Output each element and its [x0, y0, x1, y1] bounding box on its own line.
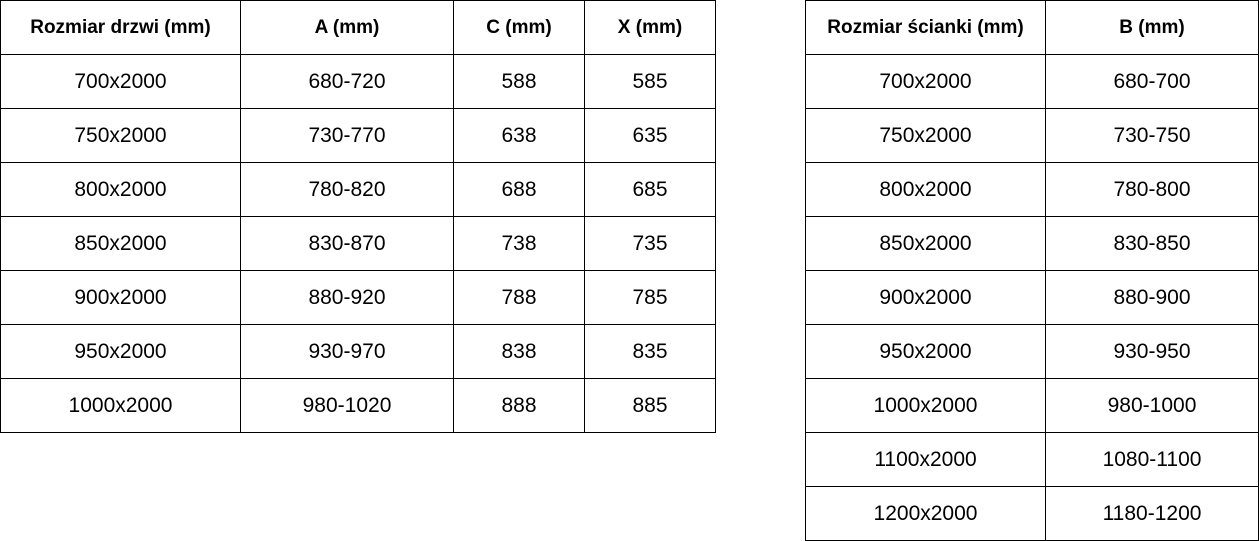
- table-cell: 838: [453, 324, 585, 379]
- table-row: 1000x2000 980-1020 888 885: [0, 378, 716, 433]
- table-cell: 800x2000: [805, 162, 1046, 217]
- table-row: 850x2000 830-870 738 735: [0, 216, 716, 271]
- table-row: 950x2000 930-950: [805, 324, 1259, 379]
- table-cell: 930-970: [240, 324, 454, 379]
- column-header: Rozmiar drzwi (mm): [0, 0, 241, 55]
- table-row: 1000x2000 980-1000: [805, 378, 1259, 433]
- table-cell: 930-950: [1045, 324, 1259, 379]
- table-cell: 830-850: [1045, 216, 1259, 271]
- table-row: 900x2000 880-920 788 785: [0, 270, 716, 325]
- table-cell: 950x2000: [805, 324, 1046, 379]
- table-cell: 900x2000: [0, 270, 241, 325]
- table-cell: 1100x2000: [805, 432, 1046, 487]
- table-cell: 685: [584, 162, 716, 217]
- table-cell: 980-1000: [1045, 378, 1259, 433]
- table-cell: 880-900: [1045, 270, 1259, 325]
- table-cell: 735: [584, 216, 716, 271]
- column-header: Rozmiar ścianki (mm): [805, 0, 1046, 55]
- table-cell: 750x2000: [805, 108, 1046, 163]
- table-cell: 900x2000: [805, 270, 1046, 325]
- table-row: 850x2000 830-850: [805, 216, 1259, 271]
- table-row: 1200x2000 1180-1200: [805, 486, 1259, 541]
- table-cell: 850x2000: [0, 216, 241, 271]
- table-cell: 788: [453, 270, 585, 325]
- column-header: C (mm): [453, 0, 585, 55]
- table-row: 700x2000 680-700: [805, 54, 1259, 109]
- table-row: 800x2000 780-820 688 685: [0, 162, 716, 217]
- column-header: A (mm): [240, 0, 454, 55]
- table-cell: 588: [453, 54, 585, 109]
- table-cell: 1080-1100: [1045, 432, 1259, 487]
- table-cell: 888: [453, 378, 585, 433]
- table-cell: 785: [584, 270, 716, 325]
- table-cell: 1000x2000: [805, 378, 1046, 433]
- table-cell: 688: [453, 162, 585, 217]
- table-row: 800x2000 780-800: [805, 162, 1259, 217]
- table-cell: 635: [584, 108, 716, 163]
- table-cell: 700x2000: [805, 54, 1046, 109]
- table-row: 950x2000 930-970 838 835: [0, 324, 716, 379]
- table-cell: 885: [584, 378, 716, 433]
- table-cell: 585: [584, 54, 716, 109]
- door-size-table: Rozmiar drzwi (mm) A (mm) C (mm) X (mm) 700x…: [0, 0, 716, 433]
- table-row: 750x2000 730-770 638 635: [0, 108, 716, 163]
- table-cell: 730-750: [1045, 108, 1259, 163]
- table-cell: 780-820: [240, 162, 454, 217]
- table-row: 1100x2000 1080-1100: [805, 432, 1259, 487]
- table-cell: 880-920: [240, 270, 454, 325]
- header-row: Rozmiar drzwi (mm) A (mm) C (mm) X (mm): [0, 0, 716, 55]
- table-cell: 800x2000: [0, 162, 241, 217]
- table-cell: 1000x2000: [0, 378, 241, 433]
- table-cell: 1200x2000: [805, 486, 1046, 541]
- column-header: X (mm): [584, 0, 716, 55]
- table-cell: 980-1020: [240, 378, 454, 433]
- table-cell: 750x2000: [0, 108, 241, 163]
- wall-size-table: Rozmiar ścianki (mm) B (mm) 700x2000 680-70…: [805, 0, 1259, 541]
- table-cell: 1180-1200: [1045, 486, 1259, 541]
- table-cell: 835: [584, 324, 716, 379]
- table-row: 750x2000 730-750: [805, 108, 1259, 163]
- table-cell: 738: [453, 216, 585, 271]
- table-row: 700x2000 680-720 588 585: [0, 54, 716, 109]
- table-row: 900x2000 880-900: [805, 270, 1259, 325]
- header-row: Rozmiar ścianki (mm) B (mm): [805, 0, 1259, 55]
- table-cell: 680-700: [1045, 54, 1259, 109]
- column-header: B (mm): [1045, 0, 1259, 55]
- table-cell: 730-770: [240, 108, 454, 163]
- table-cell: 950x2000: [0, 324, 241, 379]
- table-cell: 680-720: [240, 54, 454, 109]
- table-cell: 638: [453, 108, 585, 163]
- table-cell: 830-870: [240, 216, 454, 271]
- table-cell: 700x2000: [0, 54, 241, 109]
- table-cell: 850x2000: [805, 216, 1046, 271]
- table-cell: 780-800: [1045, 162, 1259, 217]
